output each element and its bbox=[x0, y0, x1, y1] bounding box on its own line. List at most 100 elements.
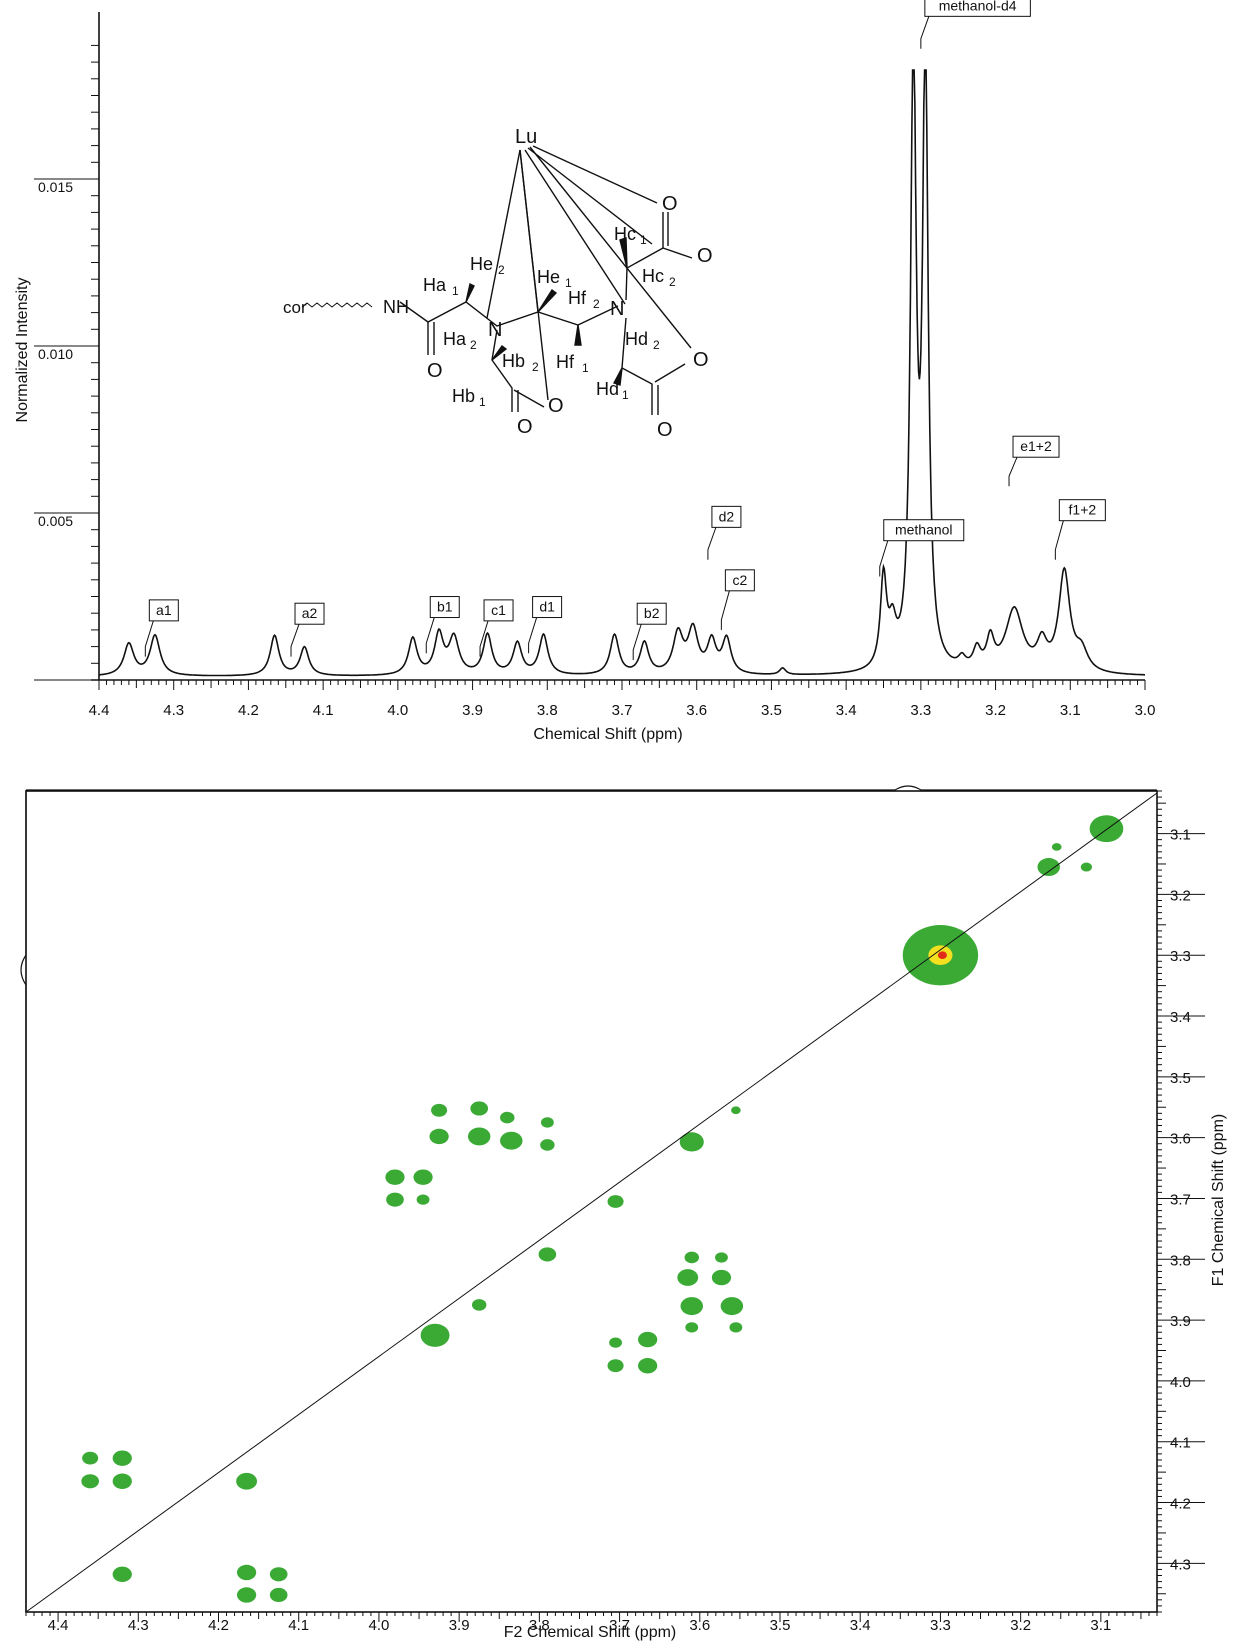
cosy-peak bbox=[467, 1127, 491, 1146]
x-tick-label: 3.9 bbox=[462, 702, 483, 719]
f2-tick-label: 3.7 bbox=[609, 1617, 630, 1634]
wavy-bond bbox=[301, 302, 373, 308]
peak-labels: a1 a2 b1 c1 d1 b2 d2 c2 methanol methanol-d4 e1+2 f… bbox=[144, 0, 1106, 660]
cosy-peak bbox=[413, 1169, 433, 1185]
x-tick-label: 3.0 bbox=[1135, 702, 1156, 719]
f1-ticks: 3.1 3.2 3.3 3.4 3.5 3.6 3.7 3.8 3.9 4.0 4.1 4.2 4.3 bbox=[1157, 790, 1205, 1613]
cosy-peak bbox=[609, 1337, 622, 1348]
f2-tick-label: 3.3 bbox=[930, 1617, 951, 1634]
structure-label: NH bbox=[383, 297, 409, 317]
cosy-peak bbox=[236, 1587, 257, 1603]
label-text: a1 bbox=[156, 602, 172, 618]
wedge bbox=[574, 324, 582, 346]
cosy-peak bbox=[420, 1323, 450, 1347]
cosy-peak bbox=[731, 1106, 741, 1115]
peak-label: c2 bbox=[720, 569, 755, 630]
f1-tick-label: 4.1 bbox=[1170, 1435, 1191, 1452]
plot-frame bbox=[25, 790, 1158, 1613]
x-tick-label: 3.7 bbox=[612, 702, 633, 719]
structure-label: Hb bbox=[502, 351, 525, 371]
wedge bbox=[619, 237, 628, 269]
peak-label: e1+2 bbox=[1008, 435, 1060, 487]
structure-label: 2 bbox=[498, 263, 505, 277]
structure-label: 1 bbox=[582, 361, 589, 375]
peak-label: a2 bbox=[290, 602, 325, 657]
y-ticks: 0.005 0.010 0.015 bbox=[34, 44, 99, 681]
f1-tick-label: 3.6 bbox=[1170, 1131, 1191, 1148]
x-tick-label: 4.2 bbox=[238, 702, 259, 719]
x-tick-label: 3.6 bbox=[686, 702, 707, 719]
structure-label: 2 bbox=[532, 360, 539, 374]
f1-tick-label: 3.4 bbox=[1170, 1009, 1191, 1026]
coord-line bbox=[519, 149, 539, 313]
label-box bbox=[483, 599, 514, 622]
wedge bbox=[612, 367, 623, 386]
cosy-peak bbox=[715, 1252, 728, 1263]
structure-label: Hc bbox=[614, 224, 636, 244]
f2-tick-label: 3.5 bbox=[770, 1617, 791, 1634]
x-tick-label: 4.0 bbox=[387, 702, 408, 719]
peak-label: methanol bbox=[879, 519, 965, 577]
structure-label: Ha bbox=[423, 275, 447, 295]
f1-tick-label: 4.3 bbox=[1170, 1556, 1191, 1573]
cosy-peaks bbox=[81, 815, 1124, 1603]
cosy-peak bbox=[471, 1299, 487, 1311]
structure-label: 1 bbox=[622, 388, 629, 402]
label-box bbox=[636, 602, 667, 625]
x-tick-label: 3.3 bbox=[910, 702, 931, 719]
label-box bbox=[1012, 435, 1060, 458]
structure-label: O bbox=[517, 416, 533, 438]
cosy-peak bbox=[680, 1297, 703, 1316]
cosy-peak-center bbox=[937, 951, 947, 959]
structure-label: O bbox=[427, 360, 443, 382]
f2-axis-label: F2 Chemical Shift (ppm) bbox=[504, 1624, 677, 1641]
f1-tick-label: 3.2 bbox=[1170, 887, 1191, 904]
ester-b bbox=[513, 389, 545, 408]
cosy-peak bbox=[500, 1131, 523, 1150]
label-text: a2 bbox=[302, 605, 318, 621]
structure-label: 1 bbox=[452, 284, 459, 298]
cosy-peak bbox=[386, 1192, 404, 1207]
structure-label: N bbox=[610, 298, 624, 320]
arm-d bbox=[621, 317, 653, 415]
label-text: b1 bbox=[437, 599, 453, 615]
cosy-peak bbox=[431, 1103, 448, 1117]
label-text: d2 bbox=[719, 508, 735, 524]
f2-tick-label: 4.0 bbox=[369, 1617, 390, 1634]
wedge bbox=[465, 282, 475, 303]
f1-tick-label: 3.3 bbox=[1170, 948, 1191, 965]
peak-label: f1+2 bbox=[1054, 499, 1106, 560]
x-tick-label: 3.4 bbox=[836, 702, 857, 719]
structure-label: N bbox=[488, 319, 502, 341]
spectrum-trace bbox=[99, 69, 1145, 677]
coord-line bbox=[486, 149, 521, 319]
cosy-peak bbox=[729, 1322, 743, 1333]
label-text: methanol-d4 bbox=[939, 0, 1017, 13]
label-box bbox=[883, 519, 965, 542]
peak-label: b1 bbox=[425, 596, 460, 654]
cosy-peak bbox=[82, 1451, 99, 1465]
f2-projection bbox=[26, 785, 1157, 791]
peak-label: methanol-d4 bbox=[920, 0, 1031, 49]
structure-label: Lu bbox=[515, 126, 537, 148]
f2-tick-label: 3.2 bbox=[1010, 1617, 1031, 1634]
label-text: e1+2 bbox=[1020, 438, 1052, 454]
f1-tick-label: 3.7 bbox=[1170, 1191, 1191, 1208]
label-leader bbox=[920, 16, 930, 49]
cosy-peak bbox=[385, 1169, 405, 1185]
wedge bbox=[491, 345, 508, 361]
label-box bbox=[148, 599, 179, 622]
x-tick-label: 4.3 bbox=[163, 702, 184, 719]
cosy-peak bbox=[638, 1331, 658, 1348]
wedge bbox=[537, 288, 558, 313]
label-box bbox=[711, 505, 742, 528]
label-leader bbox=[720, 590, 730, 630]
cosy-peak bbox=[236, 1472, 258, 1490]
structure-label: O bbox=[657, 419, 673, 441]
label-text: c2 bbox=[732, 572, 747, 588]
coord-line bbox=[532, 145, 658, 204]
label-leader bbox=[144, 620, 154, 657]
cosy-peak bbox=[1051, 843, 1062, 851]
